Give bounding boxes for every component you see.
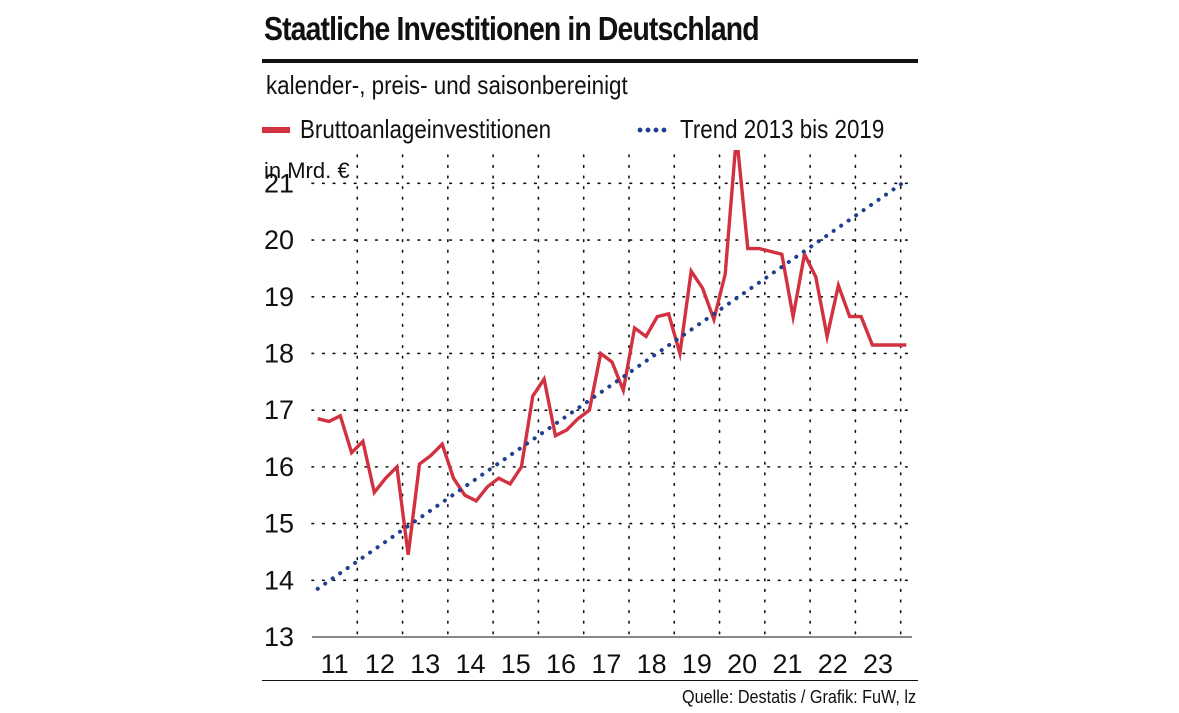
chart-subtitle: kalender-, preis- und saisonbereinigt [266, 70, 628, 100]
y-tick-label: 13 [264, 622, 294, 652]
x-tick-label: 23 [863, 649, 893, 679]
x-tick-label: 13 [410, 649, 440, 679]
legend-swatch-dotted-line [636, 126, 668, 133]
title-rule [262, 59, 918, 63]
x-tick-label: 12 [365, 649, 395, 679]
legend-item-series: Bruttoanlageinvestitionen [262, 114, 592, 145]
legend-swatch-solid-line [262, 126, 290, 133]
y-tick-label: 14 [264, 565, 294, 595]
legend-item-trend: Trend 2013 bis 2019 [636, 114, 918, 145]
series-line-bruttoanlageinvestitionen [317, 150, 907, 556]
x-tick-label: 21 [772, 649, 802, 679]
y-tick-label: 21 [264, 168, 294, 198]
y-unit-label: in Mrd. € [264, 158, 350, 183]
x-tick-label: 22 [818, 649, 848, 679]
y-tick-label: 17 [264, 395, 294, 425]
trend-line [315, 178, 909, 591]
y-tick-label: 20 [264, 225, 294, 255]
source-note: Quelle: Destatis / Grafik: FuW, lz [681, 687, 916, 707]
footer-rule [262, 680, 918, 681]
legend-label-trend: Trend 2013 bis 2019 [680, 114, 885, 144]
chart-figure: Staatliche Investitionen in Deutschland … [262, 0, 918, 713]
legend-label-series: Bruttoanlageinvestitionen [300, 114, 552, 144]
x-tick-label: 20 [727, 649, 757, 679]
line-chart: in Mrd. € 13 14 15 16 17 18 19 20 21 11 12 13 14 15 16 1… [264, 150, 913, 679]
x-tick-label: 19 [682, 649, 712, 679]
y-tick-label: 15 [264, 509, 294, 539]
y-tick-label: 18 [264, 338, 294, 368]
x-tick-label: 11 [321, 649, 349, 679]
x-tick-label: 15 [501, 649, 531, 679]
y-tick-label: 16 [264, 452, 294, 482]
x-tick-label: 16 [546, 649, 576, 679]
x-tick-label: 17 [591, 649, 621, 679]
y-tick-label: 19 [264, 282, 294, 312]
x-tick-label: 18 [637, 649, 667, 679]
x-tick-label: 14 [455, 649, 485, 679]
chart-title: Staatliche Investitionen in Deutschland [264, 10, 760, 47]
